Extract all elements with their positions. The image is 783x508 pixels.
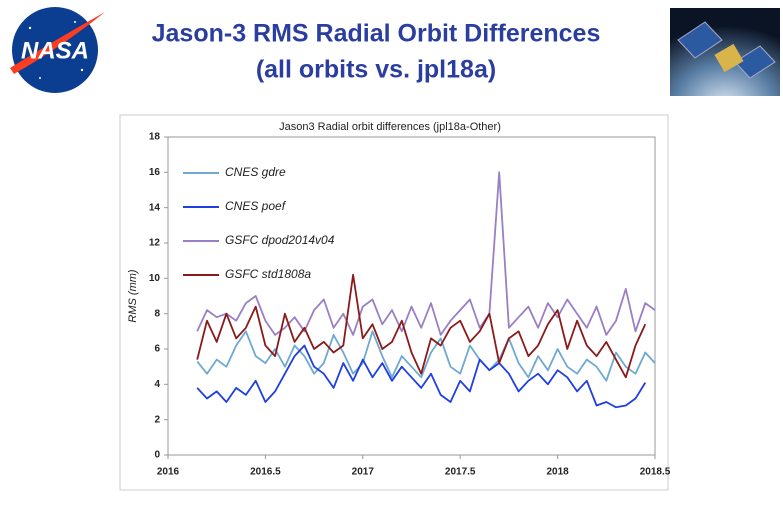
y-tick-label: 6 [154,344,160,355]
y-tick-label: 8 [154,308,160,319]
chart-title: Jason3 Radial orbit differences (jpl18a-… [279,121,501,133]
y-tick-label: 2 [154,414,160,425]
x-tick-label: 2016.5 [250,467,281,478]
y-tick-label: 4 [154,379,160,390]
x-tick-label: 2017.5 [445,467,476,478]
slide: NASA Jason-3 RMS Radial Orbit Difference… [0,0,783,503]
x-tick-label: 2018.5 [640,467,671,478]
chart-frame [120,115,668,490]
y-tick-label: 10 [149,273,161,284]
y-axis-label: RMS (mm) [127,269,139,322]
legend-label: CNES gdre [225,165,286,179]
legend-label: GSFC dpod2014v04 [225,233,335,247]
legend-label: GSFC std1808a [225,267,311,281]
y-tick-label: 16 [149,167,161,178]
x-tick-label: 2018 [546,467,569,478]
y-tick-label: 14 [149,202,161,213]
satellite-image [670,8,780,96]
x-tick-label: 2016 [157,467,180,478]
legend-label: CNES poef [225,199,287,213]
slide-subtitle: (all orbits vs. jpl18a) [256,56,496,84]
y-tick-label: 18 [149,132,161,143]
y-tick-label: 0 [154,450,160,461]
x-tick-label: 2017 [352,467,375,478]
slide-title: Jason-3 RMS Radial Orbit Differences [152,20,601,48]
logo-text: NASA [21,37,89,64]
y-tick-label: 12 [149,238,161,249]
